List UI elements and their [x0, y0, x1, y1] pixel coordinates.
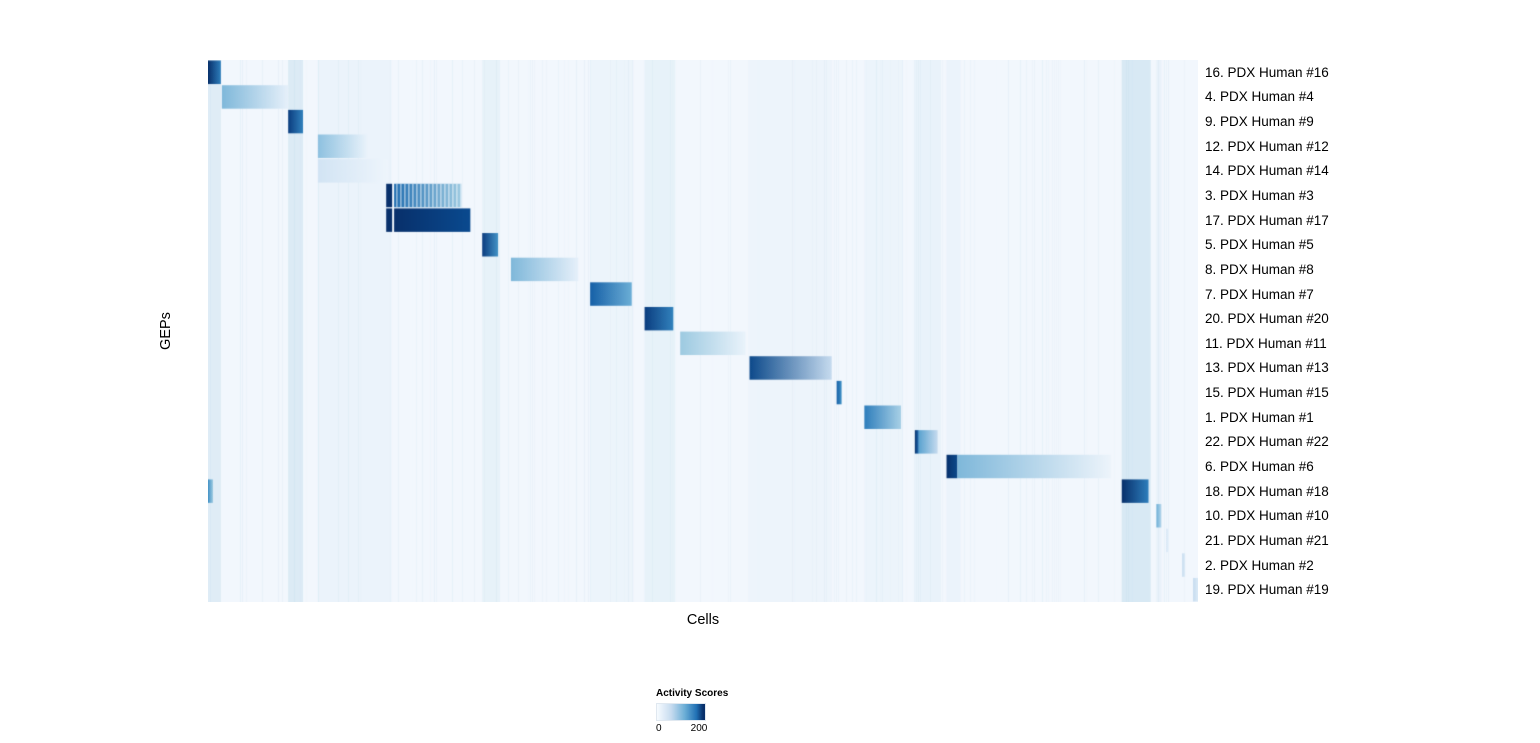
x-axis-label: Cells — [686, 612, 720, 628]
row-label: 20. PDX Human #20 — [1205, 311, 1329, 327]
legend-title: Activity Scores — [656, 688, 729, 699]
row-label: 9. PDX Human #9 — [1205, 114, 1314, 130]
heatmap-canvas — [208, 60, 1198, 602]
row-label: 8. PDX Human #8 — [1205, 261, 1314, 277]
row-label: 11. PDX Human #11 — [1205, 335, 1327, 351]
row-label: 18. PDX Human #18 — [1205, 483, 1329, 499]
row-label: 1. PDX Human #1 — [1205, 409, 1314, 425]
row-label: 4. PDX Human #4 — [1205, 89, 1314, 105]
row-label: 17. PDX Human #17 — [1205, 212, 1329, 228]
y-axis-label: GEPs — [158, 312, 174, 350]
row-label: 13. PDX Human #13 — [1205, 360, 1329, 376]
row-label: 7. PDX Human #7 — [1205, 286, 1314, 302]
row-label: 22. PDX Human #22 — [1205, 434, 1329, 450]
colorbar-gradient — [656, 703, 706, 721]
row-label: 10. PDX Human #10 — [1205, 508, 1329, 524]
row-labels: 16. PDX Human #16 4. PDX Human #4 9. PDX H… — [1205, 60, 1525, 602]
row-label: 6. PDX Human #6 — [1205, 458, 1314, 474]
row-label: 12. PDX Human #12 — [1205, 138, 1329, 154]
row-label: 16. PDX Human #16 — [1205, 64, 1329, 80]
row-label: 3. PDX Human #3 — [1205, 187, 1314, 203]
row-label: 21. PDX Human #21 — [1205, 532, 1329, 548]
row-label: 14. PDX Human #14 — [1205, 163, 1329, 179]
colorbar-ticks: 0 200 — [656, 723, 776, 737]
colorbar-tick-max: 200 — [690, 723, 708, 734]
row-label: 15. PDX Human #15 — [1205, 385, 1329, 401]
row-label: 2. PDX Human #2 — [1205, 557, 1314, 573]
row-label: 19. PDX Human #19 — [1205, 582, 1329, 598]
colorbar-tick-min: 0 — [656, 723, 662, 734]
heatmap-plot-area — [208, 60, 1198, 602]
colorbar-legend: Activity Scores 0 200 — [656, 688, 776, 737]
row-label: 5. PDX Human #5 — [1205, 237, 1314, 253]
